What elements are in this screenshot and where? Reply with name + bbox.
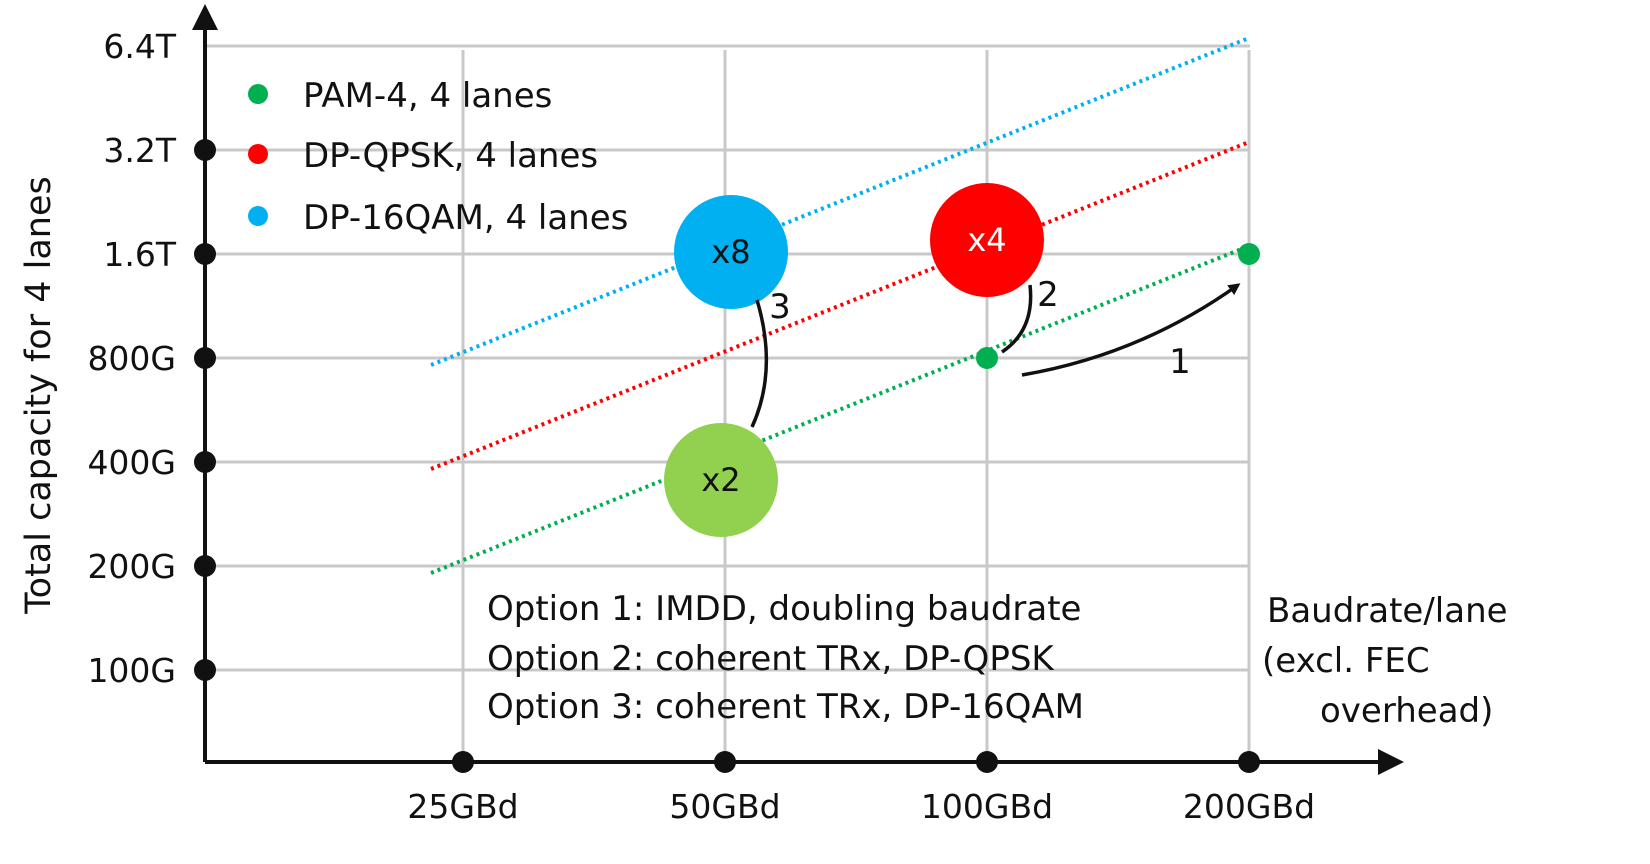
bubble-label: x2 <box>701 461 740 499</box>
y-tick-label: 400G <box>87 443 176 482</box>
y-axis-title: Total capacity for 4 lanes <box>19 176 59 615</box>
x-axis-title-line: Baudrate/lane <box>1267 591 1508 631</box>
step-3-curve <box>750 299 769 428</box>
legend-label: DP-QPSK, 4 lanes <box>303 136 598 176</box>
option-note: Option 1: IMDD, doubling baudrate <box>487 589 1081 629</box>
x-tick-dot <box>452 751 474 773</box>
series-lines <box>430 36 1250 575</box>
x-tick-label: 25GBd <box>407 787 518 826</box>
text-blocks: Option 1: IMDD, doubling baudrate Option … <box>487 589 1084 727</box>
bubble-label: x4 <box>967 221 1006 259</box>
bubble-x8 <box>674 195 788 309</box>
x-tick-dot <box>976 751 998 773</box>
step-label-1: 1 <box>1169 342 1191 382</box>
y-tick-dot <box>194 659 216 681</box>
option-note: Option 3: coherent TRx, DP-16QAM <box>487 687 1084 727</box>
legend-label: PAM-4, 4 lanes <box>303 76 552 116</box>
data-point <box>976 347 998 369</box>
y-tick-label: 200G <box>87 547 176 586</box>
bubble-x2 <box>664 423 778 537</box>
y-tick-label: 1.6T <box>103 235 176 274</box>
y-tick-dot <box>194 139 216 161</box>
y-tick-dot <box>194 243 216 265</box>
y-tick-label: 3.2T <box>103 131 176 170</box>
y-tick-label: 800G <box>87 339 176 378</box>
y-tick-label: 6.4T <box>103 27 176 66</box>
bubble-label: x8 <box>711 233 750 271</box>
legend-marker <box>248 144 268 164</box>
legend-marker <box>248 206 268 226</box>
step-label-2: 2 <box>1037 275 1059 315</box>
y-tick-dot <box>194 451 216 473</box>
step-label-3: 3 <box>769 287 791 327</box>
x-axis-title-line: overhead) <box>1320 691 1493 731</box>
data-point <box>1238 243 1260 265</box>
legend-marker <box>248 84 268 104</box>
annotations: 1 2 3 <box>750 275 1241 428</box>
y-tick-dot <box>194 347 216 369</box>
legend-label: DP-16QAM, 4 lanes <box>303 198 628 238</box>
step-2-curve <box>1001 284 1033 354</box>
legend: PAM-4, 4 lanes DP-QPSK, 4 lanes DP-16QAM, … <box>248 76 628 238</box>
x-tick-label: 100GBd <box>921 787 1053 826</box>
y-tick-label: 100G <box>87 651 176 690</box>
y-tick-dot <box>194 555 216 577</box>
option-note: Option 2: coherent TRx, DP-QPSK <box>487 639 1055 679</box>
axes: 25GBd 50GBd 100GBd 200GBd 100G 200G 400G 800G 1.… <box>19 4 1508 826</box>
series-line <box>430 140 1250 471</box>
x-tick-dot <box>1238 751 1260 773</box>
bubbles: x2 x8 x4 <box>664 183 1260 537</box>
x-tick-dot <box>714 751 736 773</box>
x-axis-title-line: (excl. FEC <box>1262 641 1430 681</box>
x-tick-label: 200GBd <box>1183 787 1315 826</box>
series-line <box>430 244 1250 575</box>
x-tick-label: 50GBd <box>669 787 780 826</box>
bubble-x4 <box>930 183 1044 297</box>
step-1-arrow <box>1021 283 1241 377</box>
